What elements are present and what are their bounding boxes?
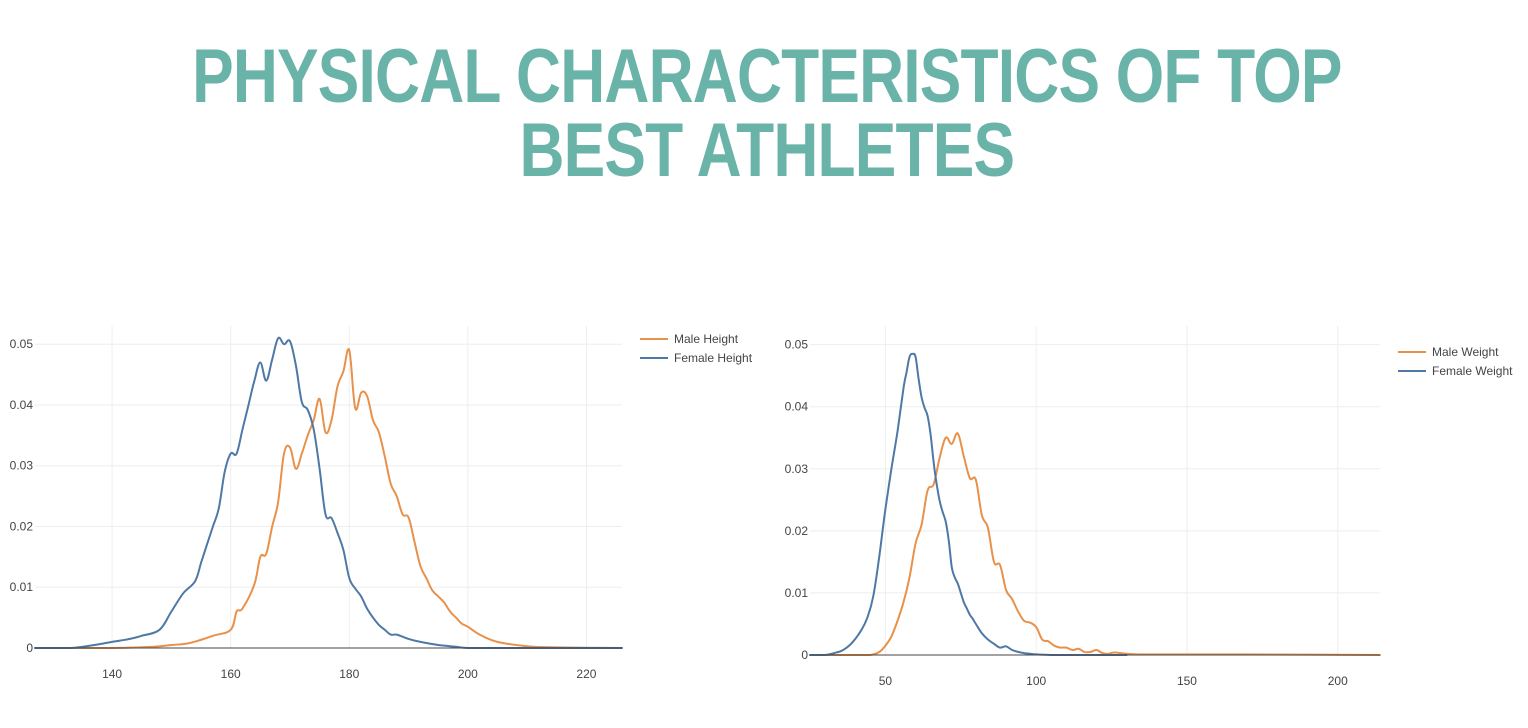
grid xyxy=(35,326,622,648)
x-tick-label: 200 xyxy=(1328,674,1348,688)
legend: Male Height Female Height xyxy=(640,332,753,365)
height-chart: 0 0.01 0.02 0.03 0.04 0.05 140 160 180 200 220 Male… xyxy=(0,300,770,700)
legend-label: Male Weight xyxy=(1432,345,1499,359)
male-height-series-line[interactable] xyxy=(34,348,623,649)
y-tick-label: 0.02 xyxy=(785,524,809,538)
y-tick-label: 0.01 xyxy=(785,586,809,600)
legend-label: Female Height xyxy=(674,351,753,365)
x-tick-label: 180 xyxy=(339,667,359,681)
male-weight-series-line[interactable] xyxy=(809,432,1381,656)
x-tick-label: 220 xyxy=(576,667,596,681)
y-tick-label: 0.03 xyxy=(785,462,809,476)
y-tick-label: 0.04 xyxy=(785,400,809,414)
female-height-legend-item[interactable]: Female Height xyxy=(640,351,753,365)
female-weight-legend-item[interactable]: Female Weight xyxy=(1398,364,1513,378)
legend-label: Male Height xyxy=(674,332,739,346)
x-tick-label: 200 xyxy=(458,667,478,681)
y-tick-label: 0.02 xyxy=(10,519,34,533)
weight-chart: 0 0.01 0.02 0.03 0.04 0.05 50 100 150 200 Male Wei… xyxy=(770,300,1528,700)
x-tick-label: 160 xyxy=(221,667,241,681)
y-tick-label: 0 xyxy=(26,641,33,655)
y-tick-label: 0 xyxy=(801,648,808,662)
male-height-legend-item[interactable]: Male Height xyxy=(640,332,739,346)
y-tick-label: 0.05 xyxy=(10,337,34,351)
legend-label: Female Weight xyxy=(1432,364,1513,378)
x-tick-label: 150 xyxy=(1177,674,1197,688)
y-tick-label: 0.05 xyxy=(785,338,809,352)
height-chart-svg: 0 0.01 0.02 0.03 0.04 0.05 140 160 180 200 220 Male… xyxy=(10,326,753,681)
legend: Male Weight Female Weight xyxy=(1398,345,1513,378)
female-height-series-line[interactable] xyxy=(34,336,623,649)
x-tick-label: 100 xyxy=(1026,674,1046,688)
y-tick-label: 0.04 xyxy=(10,398,34,412)
page-title: PHYSICAL CHARACTERISTICS OF TOP BEST ATH… xyxy=(192,34,1342,193)
y-tick-label: 0.01 xyxy=(10,580,34,594)
x-tick-label: 50 xyxy=(879,674,893,688)
female-weight-series-line[interactable] xyxy=(809,352,1128,656)
male-weight-legend-item[interactable]: Male Weight xyxy=(1398,345,1499,359)
y-tick-label: 0.03 xyxy=(10,459,34,473)
x-tick-label: 140 xyxy=(102,667,122,681)
grid xyxy=(810,326,1380,655)
weight-chart-svg: 0 0.01 0.02 0.03 0.04 0.05 50 100 150 200 Male Wei… xyxy=(785,326,1513,688)
